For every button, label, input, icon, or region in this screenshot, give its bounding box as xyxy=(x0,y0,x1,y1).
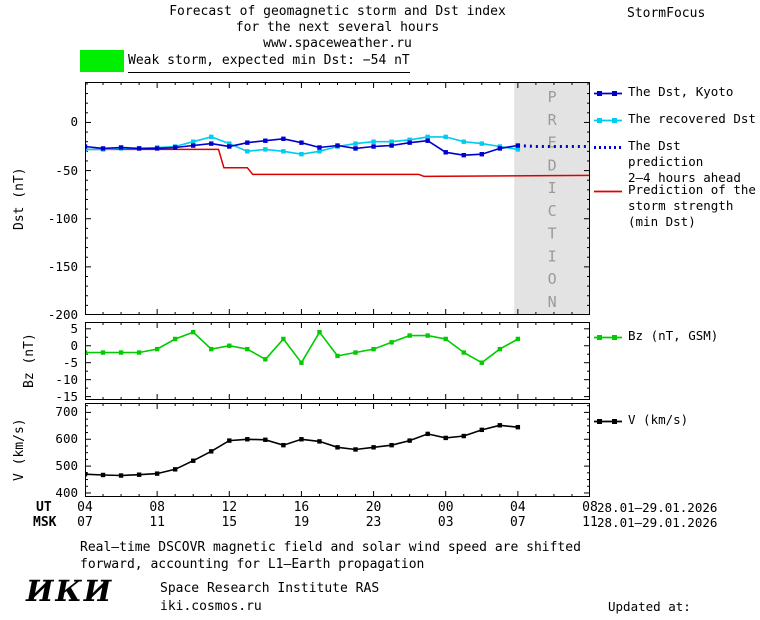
svg-text:D: D xyxy=(548,156,557,174)
svg-text:N: N xyxy=(548,293,557,311)
date-range-ut: 28.01–29.01.2026 xyxy=(597,500,718,515)
recovered-dst-line-icon xyxy=(593,114,623,130)
updated-label: Updated at: xyxy=(608,599,691,614)
legend-dst-kyoto: The Dst, Kyoto xyxy=(593,84,759,103)
y-tick-label: 5 xyxy=(70,320,78,336)
x-axis-ut-ticks: 04 08 12 16 20 00 04 08 xyxy=(77,500,598,516)
x-tick-ut: 04 xyxy=(77,500,93,515)
x-tick-msk: 07 xyxy=(77,515,93,530)
storm-status-text: Weak storm, expected min Dst: −54 nT xyxy=(128,53,410,73)
svg-text:I: I xyxy=(548,179,557,197)
y-tick-label: 0 xyxy=(70,337,78,353)
x-axis-msk-ticks: 07 11 15 19 23 03 07 11 xyxy=(77,515,598,531)
svg-text:R: R xyxy=(548,111,558,129)
legend-storm-strength-line3: (min Dst) xyxy=(628,214,696,229)
svg-text:C: C xyxy=(548,202,557,220)
y-tick-label: -50 xyxy=(55,162,78,178)
x-tick-ut: 12 xyxy=(221,500,238,515)
legend-dst-prediction-label: The Dst prediction 2–4 hours ahead xyxy=(628,138,759,186)
svg-text:P: P xyxy=(548,88,557,106)
y-tick-label: 0 xyxy=(70,114,78,130)
y-tick-label: -200 xyxy=(47,307,78,322)
svg-text:T: T xyxy=(548,225,557,243)
brand-stormfocus: StormFocus xyxy=(627,6,706,21)
legend-dst-prediction: The Dst prediction 2–4 hours ahead xyxy=(593,138,759,186)
x-tick-msk: 19 xyxy=(293,515,310,530)
footnote: Real–time DSCOVR magnetic field and sola… xyxy=(80,539,581,573)
legend-recovered-dst-label: The recovered Dst xyxy=(628,111,756,126)
svg-text:O: O xyxy=(548,270,557,288)
y-tick-label: 600 xyxy=(55,431,78,447)
x-tick-ut: 08 xyxy=(582,500,598,515)
dst-prediction-line-icon xyxy=(593,141,623,157)
legend-bz-label: Bz (nT, GSM) xyxy=(628,328,719,343)
dst-kyoto-line-icon xyxy=(593,87,623,103)
x-tick-msk: 03 xyxy=(437,515,454,530)
institute-name: Space Research Institute RAS xyxy=(160,581,380,596)
updated-at-block: Updated at: UT 04:05, 29.01.2026 MSK 07:… xyxy=(600,566,758,620)
chart-title: Forecast of geomagnetic storm and Dst in… xyxy=(85,4,590,52)
x-tick-msk: 15 xyxy=(221,515,238,530)
footnote-line1: Real–time DSCOVR magnetic field and sola… xyxy=(80,540,581,555)
x-tick-ut: 00 xyxy=(437,500,454,515)
svg-text:E: E xyxy=(548,134,557,152)
x-tick-ut: 08 xyxy=(149,500,165,515)
legend-dst-prediction-line1: The Dst prediction xyxy=(628,138,704,169)
x-tick-ut: 20 xyxy=(365,500,382,515)
legend-v: V (km/s) xyxy=(593,412,759,431)
y-tick-label: 700 xyxy=(55,404,78,420)
legend-dst-kyoto-label: The Dst, Kyoto xyxy=(628,84,734,99)
storm-level-swatch xyxy=(80,50,124,72)
x-tick-msk: 11 xyxy=(582,515,598,530)
msk-row-label: MSK xyxy=(33,515,57,530)
legend-dst-prediction-line2: 2–4 hours ahead xyxy=(628,170,741,185)
legend-bz: Bz (nT, GSM) xyxy=(593,328,759,347)
dst-axis-label: Dst (nT) xyxy=(12,167,27,230)
title-line-1: Forecast of geomagnetic storm and Dst in… xyxy=(169,4,506,19)
svg-text:I: I xyxy=(548,247,557,265)
storm-strength-line-icon xyxy=(593,185,623,201)
title-line-3-url: www.spaceweather.ru xyxy=(263,36,412,51)
x-tick-ut: 04 xyxy=(510,500,526,515)
y-tick-label: 400 xyxy=(55,484,78,500)
y-tick-label: -5 xyxy=(62,354,78,370)
ut-row-label: UT xyxy=(36,500,52,515)
title-line-2: for the next several hours xyxy=(235,20,440,35)
legend-storm-strength-label: Prediction of the storm strength (min Ds… xyxy=(628,182,756,230)
x-tick-msk: 11 xyxy=(149,515,165,530)
y-tick-label: -15 xyxy=(55,388,78,404)
legend-storm-strength: Prediction of the storm strength (min Ds… xyxy=(593,182,759,230)
y-tick-label: -10 xyxy=(55,371,78,387)
v-line-icon xyxy=(593,415,623,431)
v-chart-panel: 700 600 500 400 xyxy=(55,403,591,500)
x-tick-ut: 16 xyxy=(293,500,310,515)
iki-logo: ИКИ xyxy=(26,574,114,608)
legend-storm-strength-line2: storm strength xyxy=(628,198,734,213)
institute-site: iki.cosmos.ru xyxy=(160,599,262,614)
x-tick-msk: 23 xyxy=(365,515,382,530)
bz-chart-panel: 5 0 -5 -10 -15 xyxy=(55,321,591,404)
v-axis-label: V (km/s) xyxy=(12,418,27,482)
bz-line-icon xyxy=(593,331,623,347)
y-tick-label: -150 xyxy=(47,258,78,274)
date-range-msk: 28.01–29.01.2026 xyxy=(597,515,718,530)
y-tick-label: -100 xyxy=(47,210,78,226)
legend-recovered-dst: The recovered Dst xyxy=(593,111,759,130)
bz-axis-label: Bz (nT) xyxy=(22,333,37,389)
x-tick-msk: 07 xyxy=(510,515,526,530)
dst-chart-panel: P R E D I C T I O N 0 -50 -100 -150 -200 xyxy=(48,82,591,322)
y-tick-label: 500 xyxy=(55,458,78,474)
footnote-line2: forward, accounting for L1–Earth propaga… xyxy=(80,557,425,572)
legend-storm-strength-line1: Prediction of the xyxy=(628,182,756,197)
legend-v-label: V (km/s) xyxy=(628,412,689,427)
